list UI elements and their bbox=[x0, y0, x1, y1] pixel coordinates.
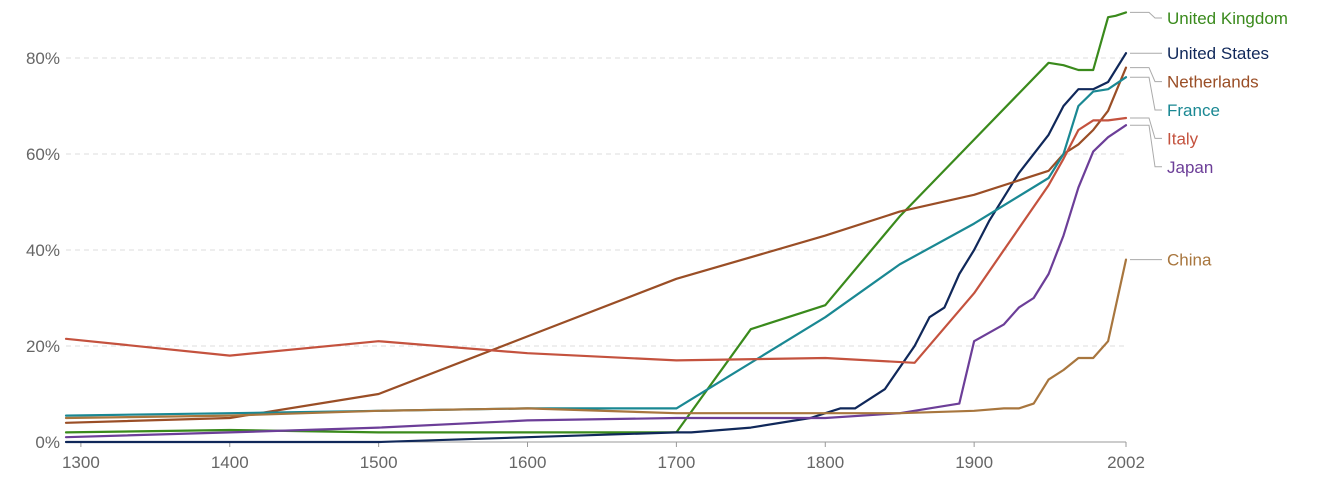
series-line-netherlands bbox=[64, 66, 1128, 424]
legend-label-netherlands: Netherlands bbox=[1167, 73, 1259, 92]
series-line-united-kingdom bbox=[64, 11, 1128, 434]
x-tick-label: 1300 bbox=[62, 453, 100, 472]
series-lines bbox=[64, 11, 1128, 444]
x-axis-tick-labels: 1300 1400 1500 1600 1700 1800 1900 2002 bbox=[62, 453, 1145, 472]
leader-line-netherlands bbox=[1130, 67, 1162, 83]
legend-label-france: France bbox=[1167, 101, 1220, 120]
y-tick-label: 20% bbox=[26, 337, 60, 356]
line-end-legend: United Kingdom United States Netherlands Fr… bbox=[1167, 9, 1288, 270]
series-line-france bbox=[64, 76, 1128, 417]
y-tick-label: 40% bbox=[26, 241, 60, 260]
x-tick-label: 1700 bbox=[657, 453, 695, 472]
leader-line-united-kingdom bbox=[1130, 11, 1162, 19]
x-tick-label: 1400 bbox=[211, 453, 249, 472]
legend-label-united-states: United States bbox=[1167, 44, 1269, 63]
legend-label-united-kingdom: United Kingdom bbox=[1167, 9, 1288, 28]
series-line-united-states bbox=[64, 52, 1128, 444]
x-tick-label: 1800 bbox=[806, 453, 844, 472]
series-line-italy bbox=[64, 116, 1128, 364]
legend-leader-lines bbox=[1130, 11, 1162, 261]
x-tick-label: 1600 bbox=[509, 453, 547, 472]
leader-line-japan bbox=[1130, 124, 1162, 168]
leader-line-italy bbox=[1130, 117, 1162, 139]
x-tick-label: 1900 bbox=[955, 453, 993, 472]
series-line-china bbox=[64, 258, 1128, 420]
x-tick-label: 2002 bbox=[1107, 453, 1145, 472]
legend-label-italy: Italy bbox=[1167, 129, 1199, 148]
y-tick-label: 0% bbox=[35, 433, 60, 452]
legend-label-china: China bbox=[1167, 251, 1212, 270]
series-line-japan bbox=[64, 124, 1128, 439]
y-tick-label: 80% bbox=[26, 49, 60, 68]
x-tick-label: 1500 bbox=[360, 453, 398, 472]
y-axis-tick-labels: 0% 20% 40% 60% 80% bbox=[26, 49, 60, 452]
y-tick-label: 60% bbox=[26, 145, 60, 164]
leader-line-france bbox=[1130, 76, 1162, 111]
legend-label-japan: Japan bbox=[1167, 158, 1213, 177]
grid-lines bbox=[66, 57, 1126, 347]
